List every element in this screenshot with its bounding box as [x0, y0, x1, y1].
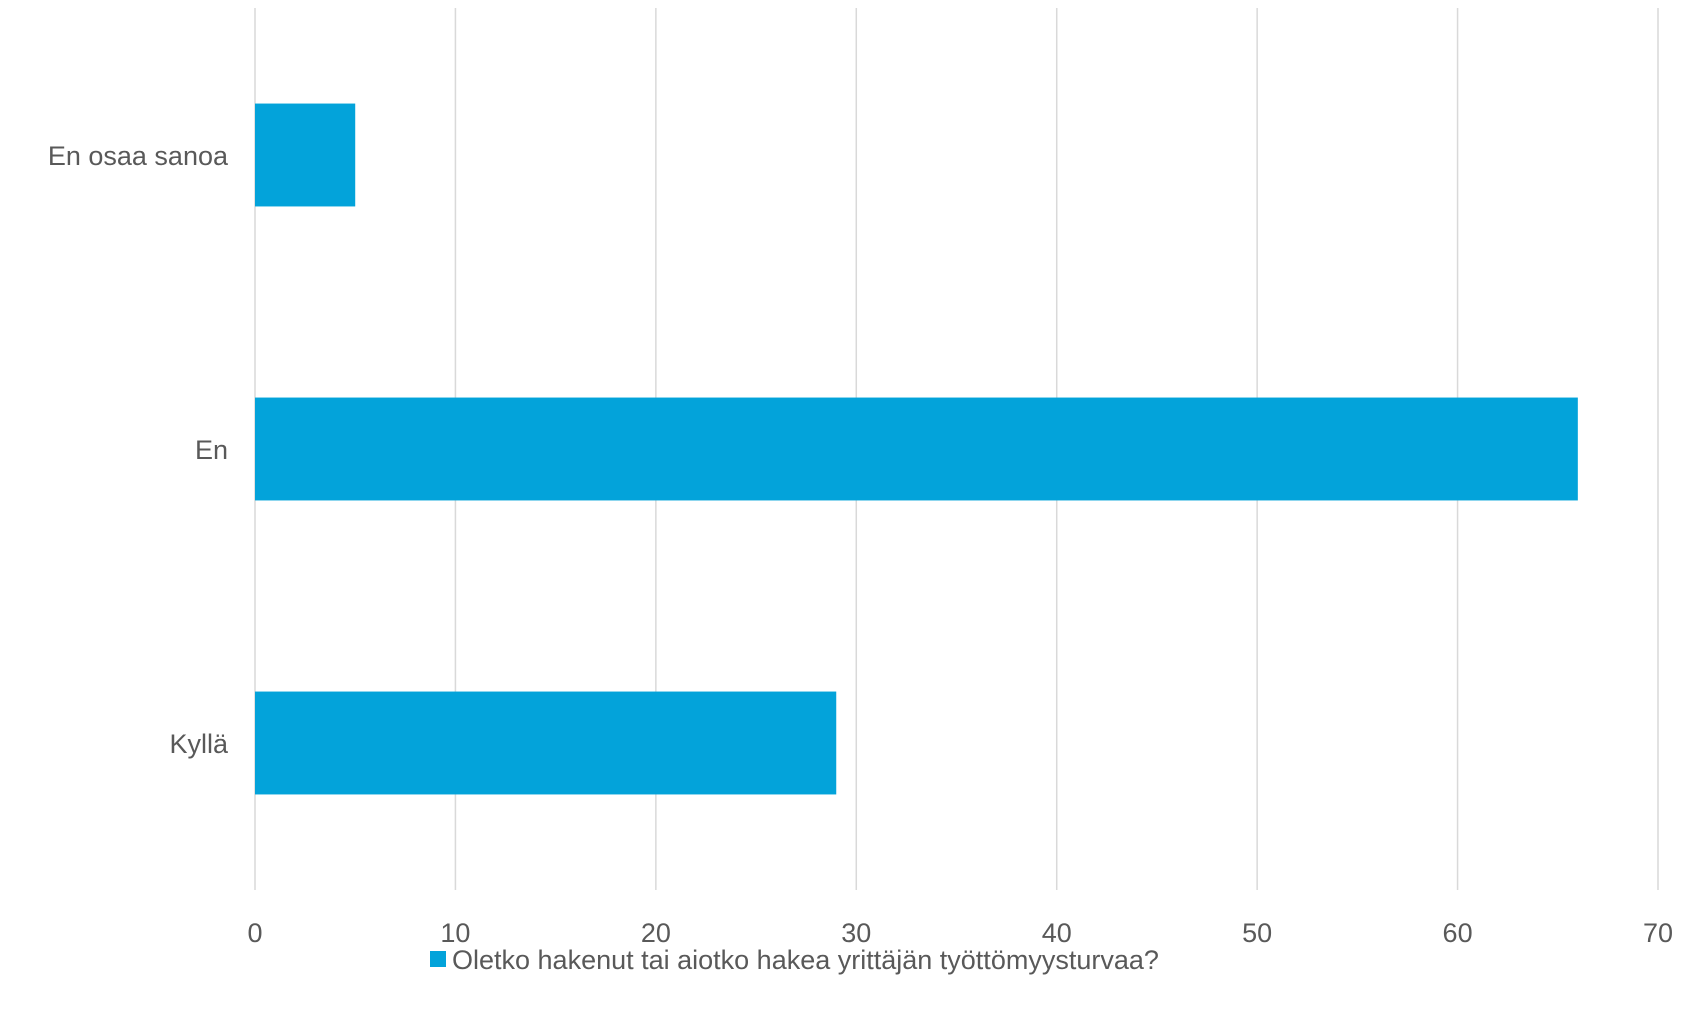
bars [255, 103, 1578, 795]
bar [255, 397, 1578, 501]
legend: Oletko hakenut tai aiotko hakea yrittäjä… [430, 945, 1159, 975]
x-tick-label: 70 [1643, 918, 1673, 948]
x-tick-label: 20 [641, 918, 671, 948]
category-label: En osaa sanoa [48, 141, 229, 171]
bar [255, 103, 356, 207]
category-label: En [195, 435, 228, 465]
x-tick-label: 40 [1042, 918, 1072, 948]
x-tick-label: 30 [841, 918, 871, 948]
category-label: Kyllä [169, 729, 229, 759]
legend-label: Oletko hakenut tai aiotko hakea yrittäjä… [452, 945, 1159, 975]
legend-swatch [430, 951, 446, 967]
x-tick-label: 60 [1443, 918, 1473, 948]
x-tick-label: 0 [247, 918, 262, 948]
x-tick-labels: 0 10 20 30 40 50 60 70 [247, 918, 1673, 948]
bar [255, 691, 837, 795]
x-tick-label: 10 [440, 918, 470, 948]
category-labels: Kyllä En En osaa sanoa [48, 141, 229, 759]
x-tick-label: 50 [1242, 918, 1272, 948]
